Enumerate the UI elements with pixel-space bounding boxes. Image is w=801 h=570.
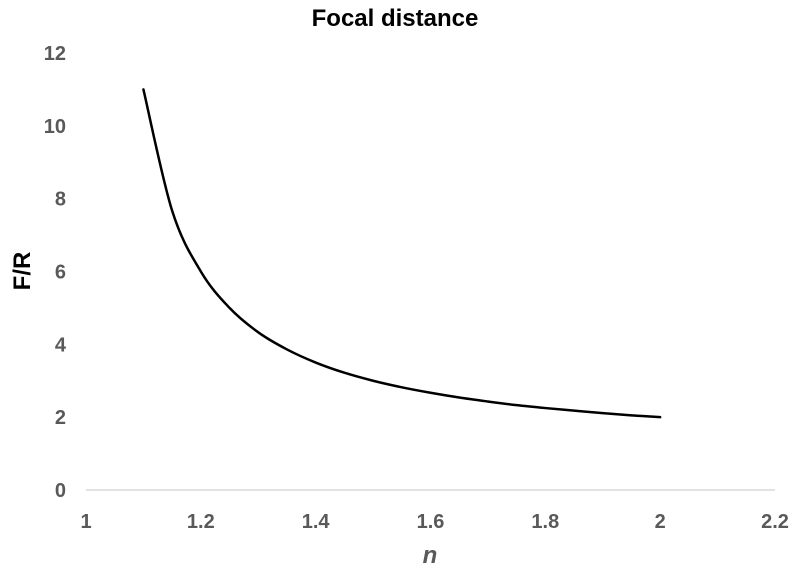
chart-title: Focal distance (312, 5, 479, 32)
y-tick-label: 12 (44, 43, 66, 65)
x-tick-label: 2.2 (761, 511, 789, 533)
y-tick-label: 8 (55, 189, 66, 211)
series-group (142, 88, 662, 419)
y-tick-labels: 0 2 4 6 8 10 12 (44, 43, 67, 502)
x-tick-labels: 1 1.2 1.4 1.6 1.8 2 2.2 (80, 511, 788, 533)
x-tick-label: 1.4 (302, 511, 331, 533)
y-tick-label: 6 (55, 262, 66, 284)
x-tick-label: 1.2 (187, 511, 215, 533)
x-tick-label: 1 (80, 511, 91, 533)
y-tick-label: 10 (44, 116, 66, 138)
y-tick-label: 2 (55, 407, 66, 429)
x-axis-label: n (423, 542, 438, 569)
x-tick-label: 2 (655, 511, 666, 533)
y-tick-label: 0 (55, 480, 66, 502)
x-tick-label: 1.6 (417, 511, 445, 533)
series-line (142, 88, 662, 419)
x-tick-label: 1.8 (531, 511, 559, 533)
y-axis-label: F/R (9, 252, 36, 291)
y-tick-label: 4 (55, 334, 67, 356)
